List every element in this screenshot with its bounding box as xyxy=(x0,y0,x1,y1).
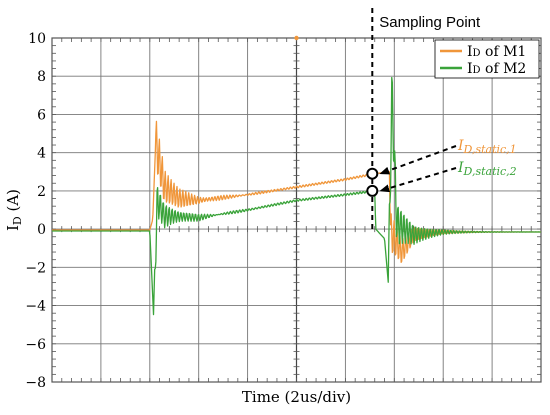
y-tick-label: 4 xyxy=(37,146,46,162)
annotations: ID,static,1ID,static,2 xyxy=(366,138,517,197)
y-tick-label: 0 xyxy=(37,222,46,238)
sampling-point-label: Sampling Point xyxy=(379,14,481,31)
legend-label-sub: D xyxy=(473,48,481,59)
annotation-arrow-2 xyxy=(379,167,457,193)
y-axis-label-main: I xyxy=(4,225,22,231)
series-group xyxy=(51,35,541,316)
annotation-label-main: I xyxy=(457,138,464,154)
y-tick-labels: 10 8 6 4 2 0 −2 −4 −6 −8 xyxy=(25,31,46,391)
x-axis-label: Time (2us/div) xyxy=(242,388,351,406)
annotation-label-main: I xyxy=(457,160,464,176)
legend-label-1: ID of M1 xyxy=(467,44,526,60)
legend-label-2: ID of M2 xyxy=(467,61,526,77)
legend-label-rest: of M2 xyxy=(481,61,527,77)
annotation-point-2 xyxy=(366,184,379,197)
y-tick-label: 10 xyxy=(28,31,46,47)
legend-label-main: I xyxy=(467,44,473,60)
annotation-arrow-1 xyxy=(379,145,457,175)
y-axis-label-unit: (A) xyxy=(4,189,22,216)
y-tick-label: 6 xyxy=(37,107,46,123)
y-tick-label: 2 xyxy=(37,184,46,200)
annotation-label-2: ID,static,2 xyxy=(457,160,517,178)
y-tick-label: −2 xyxy=(25,260,46,276)
legend-label-sub: D xyxy=(473,65,481,76)
annotation-label-1: ID,static,1 xyxy=(457,138,517,156)
y-axis-label: ID (A) xyxy=(4,189,24,231)
y-axis-label-sub: D xyxy=(11,216,24,225)
top-edge-marker xyxy=(294,35,299,41)
y-tick-label: −6 xyxy=(25,337,46,353)
y-tick-label: −8 xyxy=(25,375,46,391)
legend-label-main: I xyxy=(467,61,473,77)
annotation-label-sub: D,static,1 xyxy=(463,143,517,156)
chart-grid xyxy=(52,38,541,382)
y-tick-label: −4 xyxy=(25,299,46,315)
legend-box xyxy=(434,39,540,79)
y-tick-label: 8 xyxy=(37,69,46,85)
annotation-point-1 xyxy=(366,167,379,180)
legend-label-rest: of M1 xyxy=(481,44,527,60)
annotation-label-sub: D,static,2 xyxy=(463,165,517,178)
series-m2-line xyxy=(51,76,541,316)
